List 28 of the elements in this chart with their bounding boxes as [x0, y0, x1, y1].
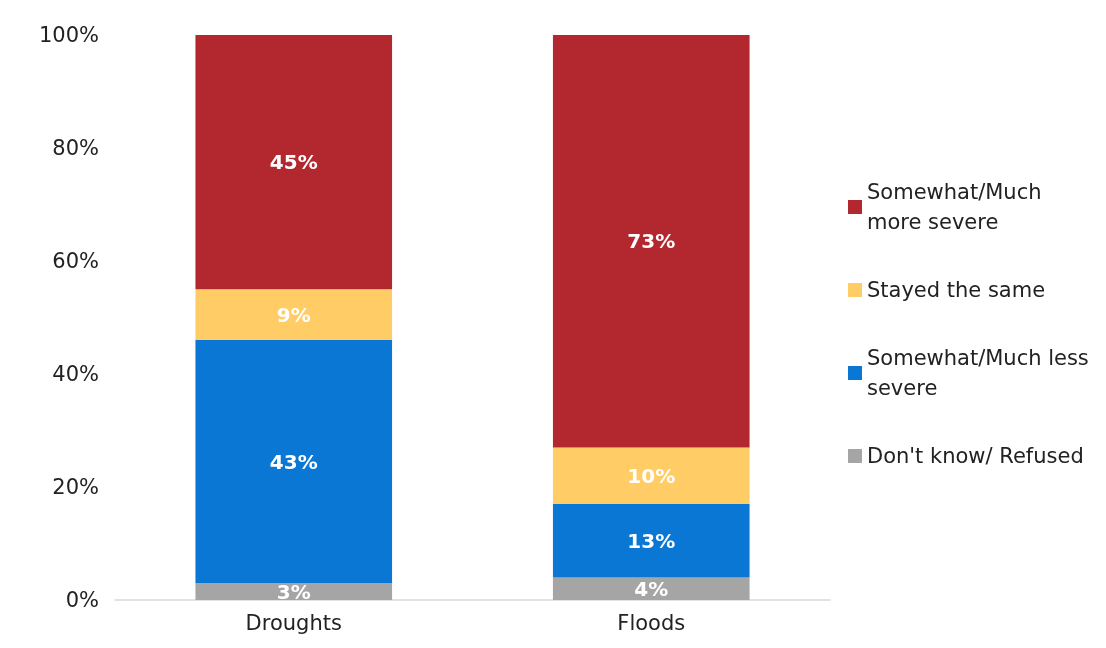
y-tick-label: 0% [65, 588, 99, 612]
y-tick-label: 80% [52, 136, 99, 160]
data-label: 13% [627, 528, 676, 553]
x-tick-label: Floods [617, 610, 686, 635]
data-label: 3% [276, 579, 311, 604]
y-tick-label: 40% [52, 362, 99, 386]
y-tick-label: 20% [52, 475, 99, 499]
data-label: 45% [269, 150, 318, 175]
x-tick-label: Droughts [245, 610, 342, 635]
data-label: 9% [276, 302, 311, 327]
bar [552, 503, 750, 578]
data-label: 4% [634, 576, 669, 601]
legend-label: Somewhat/Much more severe [867, 180, 1049, 234]
bar [195, 289, 393, 341]
bar [552, 35, 750, 448]
data-label: 73% [627, 229, 676, 254]
y-tick-label: 60% [52, 249, 99, 273]
legend-label: Somewhat/Much less severe [867, 346, 1096, 400]
data-label: 43% [269, 449, 318, 474]
bar [552, 447, 750, 504]
legend-label: Don't know/ Refused [867, 444, 1084, 468]
bar [195, 583, 393, 600]
bar [195, 35, 393, 290]
legend-label: Stayed the same [867, 278, 1046, 302]
bar [195, 340, 393, 584]
y-tick-label: 100% [38, 23, 99, 47]
data-label: 10% [627, 463, 676, 488]
bar [552, 577, 750, 600]
